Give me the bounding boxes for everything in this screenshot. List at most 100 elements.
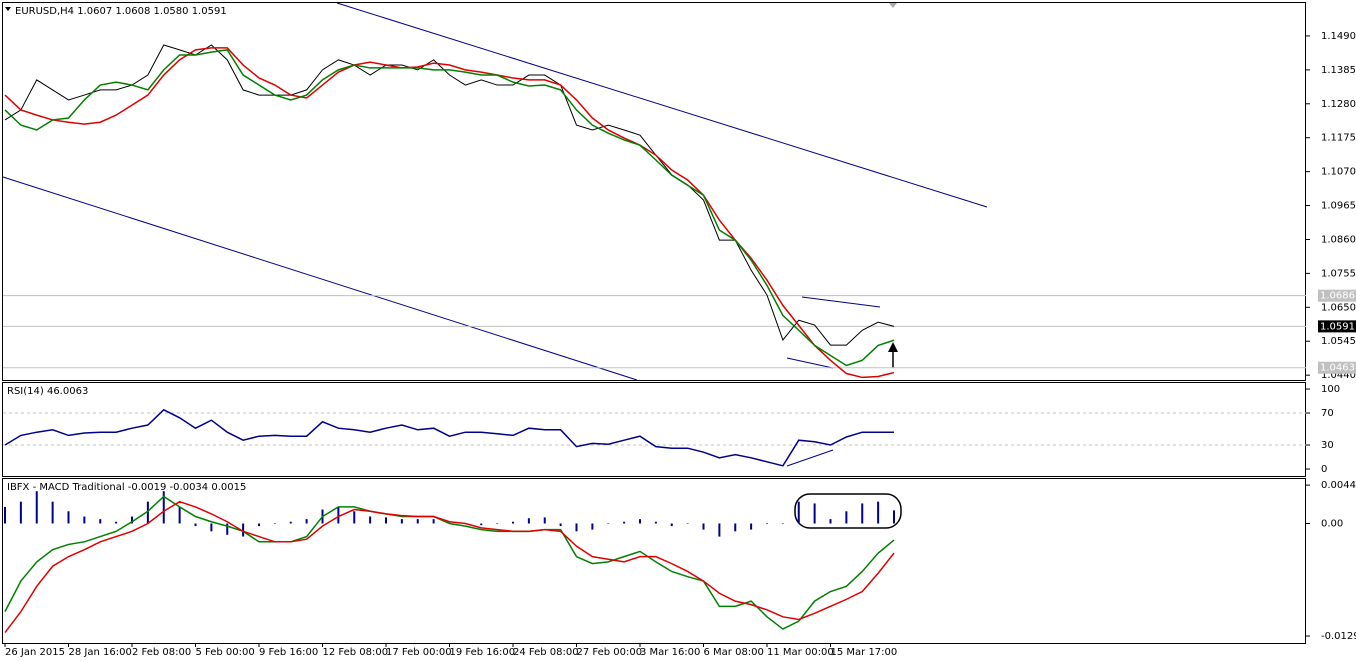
histogram-bar xyxy=(670,523,673,527)
histogram-bar xyxy=(289,521,292,524)
x-tick-label: 15 Mar 17:00 xyxy=(831,647,898,658)
histogram-bar xyxy=(35,491,38,524)
price-panel xyxy=(2,2,1306,381)
level-label-box xyxy=(1318,361,1356,374)
y-tick-label: 0.00 xyxy=(1321,518,1343,529)
series-line xyxy=(4,47,895,379)
histogram-bar xyxy=(337,506,340,524)
histogram-bar xyxy=(178,506,181,524)
y-tick-label: 70 xyxy=(1321,408,1334,419)
x-tick-label: 19 Feb 16:00 xyxy=(450,647,516,658)
histogram-bar xyxy=(543,517,546,524)
y-tick-label: 0 xyxy=(1321,464,1327,475)
histogram-bar xyxy=(146,501,149,524)
y-tick-label: 30 xyxy=(1321,440,1334,451)
histogram-bar xyxy=(813,503,816,524)
series-line xyxy=(4,408,894,467)
histogram-bar xyxy=(766,523,768,524)
histogram-bar xyxy=(607,523,610,524)
histogram-bar xyxy=(559,523,562,527)
series-line xyxy=(4,500,895,633)
histogram-bar xyxy=(400,519,403,524)
histogram-bar xyxy=(623,521,626,524)
histogram-bar xyxy=(99,519,102,524)
histogram-bar xyxy=(686,523,689,524)
histogram-bar xyxy=(242,523,245,537)
histogram-bar xyxy=(385,517,387,524)
y-tick-label: 100 xyxy=(1321,384,1340,395)
y-tick-label: 1.1385 xyxy=(1321,65,1356,76)
histogram-bar xyxy=(305,519,308,524)
histogram-bar xyxy=(480,523,483,526)
y-tick-label: 1.1280 xyxy=(1321,99,1356,110)
current-price-label: 1.0591 xyxy=(1320,321,1355,332)
y-tick-label: 1.1070 xyxy=(1321,167,1356,178)
histogram-bar xyxy=(781,523,784,524)
panel-title: EURUSD,H4 1.0607 1.0608 1.0580 1.0591 xyxy=(15,6,227,17)
highlight-ellipse xyxy=(794,493,902,529)
histogram-bar xyxy=(210,523,213,532)
panel-title: RSI(14) 46.0063 xyxy=(7,386,88,397)
y-tick-label: 1.1490 xyxy=(1321,31,1356,42)
histogram-bar xyxy=(226,523,229,535)
histogram-bar xyxy=(273,523,276,524)
y-tick-label: 0.0044 xyxy=(1321,480,1356,491)
histogram-bar xyxy=(575,523,578,532)
y-tick-label: 1.0440 xyxy=(1321,370,1356,381)
histogram-bar xyxy=(416,519,419,524)
x-tick-label: 12 Feb 08:00 xyxy=(323,647,389,658)
histogram-bar xyxy=(162,491,165,524)
divergence-line xyxy=(786,449,834,467)
histogram-bar xyxy=(67,511,70,524)
histogram-bar xyxy=(861,503,864,524)
y-tick-label: 1.0545 xyxy=(1321,336,1356,347)
histogram-bar xyxy=(353,511,356,524)
histogram-bar xyxy=(115,521,118,524)
x-tick-label: 26 Jan 2015 xyxy=(5,647,65,658)
histogram-bar xyxy=(19,501,22,524)
x-tick-label: 2 Feb 08:00 xyxy=(132,647,191,658)
y-tick-label: -0.0129 xyxy=(1321,631,1356,642)
wedge-line xyxy=(786,357,834,369)
level-label-box xyxy=(1318,289,1356,302)
y-tick-label: 1.0650 xyxy=(1321,302,1356,313)
histogram-bar xyxy=(845,511,848,524)
histogram-bar xyxy=(512,521,514,524)
series-line xyxy=(4,44,895,346)
histogram-bar xyxy=(527,518,530,524)
rsi-panel xyxy=(2,382,1306,477)
histogram-bar xyxy=(750,523,753,530)
histogram-bar xyxy=(734,523,737,532)
menu-icon xyxy=(5,7,11,11)
histogram-bar xyxy=(639,519,641,524)
histogram-bar xyxy=(591,523,594,530)
histogram-bar xyxy=(83,516,86,524)
histogram-bar xyxy=(829,519,832,524)
x-tick-label: 5 Feb 00:00 xyxy=(196,647,255,658)
panel-title: IBFX - MACD Traditional -0.0019 -0.0034 … xyxy=(7,482,246,493)
x-tick-label: 11 Mar 00:00 xyxy=(767,647,834,658)
y-tick-label: 1.0965 xyxy=(1321,201,1356,212)
histogram-bar xyxy=(4,506,6,524)
channel-line xyxy=(336,2,988,208)
series-line xyxy=(4,49,895,367)
y-tick-label: 1.0755 xyxy=(1321,268,1356,279)
x-tick-label: 3 Mar 16:00 xyxy=(640,647,700,658)
y-tick-label: 1.0860 xyxy=(1321,234,1356,245)
histogram-bar xyxy=(797,501,800,524)
x-tick-label: 27 Feb 00:00 xyxy=(577,647,643,658)
level-label: 1.0686 xyxy=(1320,291,1355,302)
histogram-bar xyxy=(654,521,657,524)
macd-panel xyxy=(2,478,1306,644)
current-price-box xyxy=(1318,320,1356,333)
shift-marker xyxy=(889,3,897,8)
histogram-bar xyxy=(131,516,133,524)
wedge-line xyxy=(801,296,881,308)
histogram-bar xyxy=(432,519,435,524)
histogram-bar xyxy=(893,510,895,524)
channel-line xyxy=(2,176,638,381)
histogram-bar xyxy=(369,516,372,524)
x-tick-label: 17 Feb 00:00 xyxy=(386,647,452,658)
